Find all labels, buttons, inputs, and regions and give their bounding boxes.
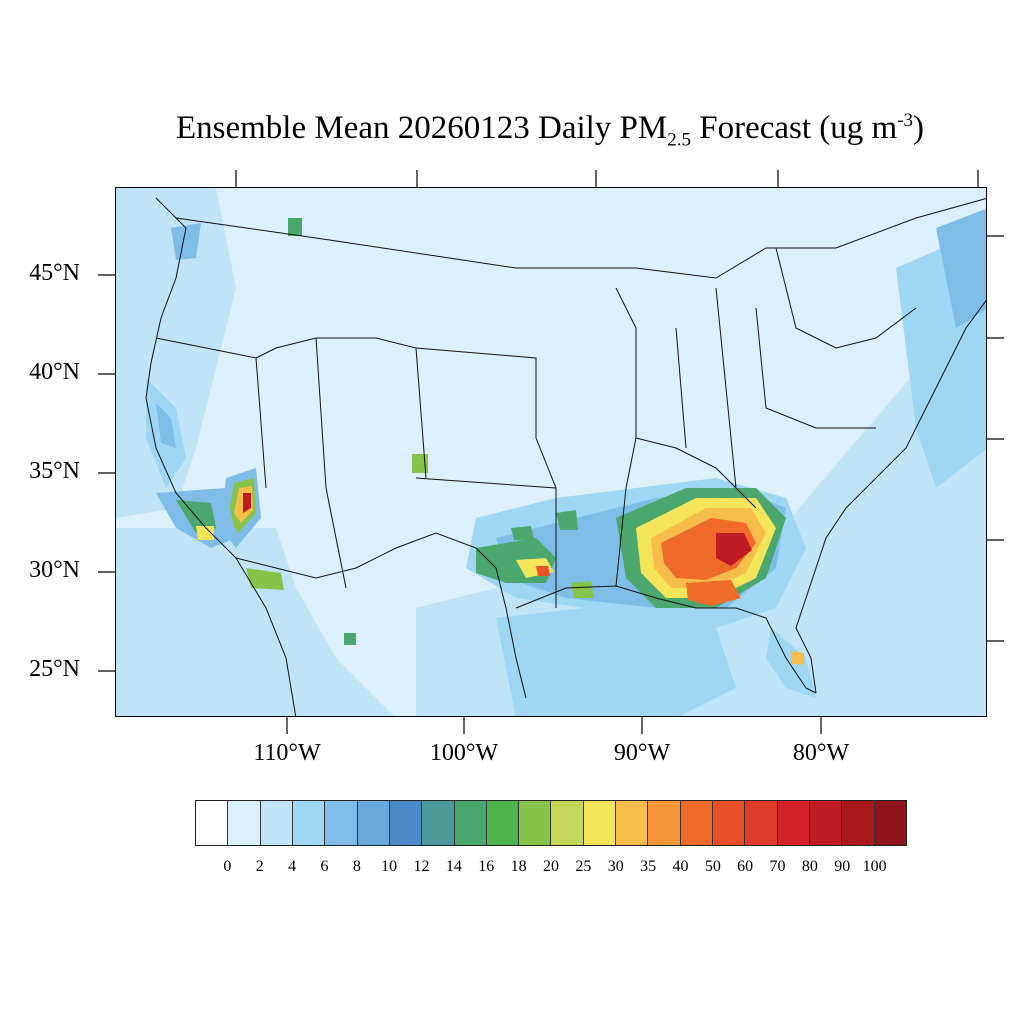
coastlines-and-borders bbox=[145, 197, 986, 716]
gulf-region bbox=[496, 608, 736, 716]
colorbar-cell bbox=[648, 801, 681, 845]
map-title: Ensemble Mean 20260123 Daily PM2.5 Forec… bbox=[175, 110, 925, 151]
colorbar-label: 10 bbox=[381, 858, 398, 875]
colorbar-label: 14 bbox=[445, 858, 462, 875]
colorbar-cell bbox=[745, 801, 778, 845]
lat-label-35: 35°N bbox=[29, 458, 80, 484]
socal-yellow bbox=[196, 526, 214, 540]
colorbar-cell bbox=[551, 801, 584, 845]
colorbar-label: 80 bbox=[801, 858, 818, 875]
panhandle-hotspot bbox=[686, 580, 741, 606]
washington-band bbox=[171, 223, 201, 260]
colorbar-label: 0 bbox=[223, 858, 232, 875]
colorbar-cell bbox=[422, 801, 455, 845]
colorbar-cell bbox=[357, 801, 390, 845]
pacific-ocean-region bbox=[116, 528, 394, 716]
colorbar-cell bbox=[616, 801, 649, 845]
colorbar-label: 4 bbox=[288, 858, 297, 875]
colorbar bbox=[195, 800, 907, 846]
colorbar-label: 8 bbox=[352, 858, 361, 875]
colorbar-label: 90 bbox=[834, 858, 851, 875]
lon-label-110w: 110°W bbox=[253, 740, 321, 766]
georgia-hotspot bbox=[716, 533, 752, 566]
colorbar-cell bbox=[777, 801, 810, 845]
colorbar-label: 20 bbox=[543, 858, 559, 875]
pm25-map bbox=[115, 187, 987, 717]
mexico-spot bbox=[344, 633, 356, 645]
colorbar-label: 25 bbox=[575, 858, 592, 875]
phoenix-hotspot bbox=[243, 493, 251, 513]
colorbar-label: 35 bbox=[640, 858, 657, 875]
colorbar-cell bbox=[325, 801, 358, 845]
lon-label-80w: 80°W bbox=[792, 740, 850, 766]
colorbar-label: 16 bbox=[478, 858, 495, 875]
colorbar-label: 6 bbox=[320, 858, 329, 875]
colorbar-label: 100 bbox=[862, 858, 887, 875]
colorbar-cell bbox=[196, 801, 229, 845]
arkansas-spot bbox=[556, 510, 578, 530]
colorado-spot bbox=[412, 454, 428, 473]
central-valley-core bbox=[156, 403, 176, 448]
colorbar-label: 18 bbox=[510, 858, 527, 875]
colorbar-cell bbox=[292, 801, 326, 845]
north-atlantic bbox=[936, 208, 986, 328]
colorbar-label: 50 bbox=[704, 858, 721, 875]
colorbar-label: 2 bbox=[255, 858, 264, 875]
lat-label-45: 45°N bbox=[29, 260, 80, 286]
baja-spot bbox=[246, 568, 284, 590]
colorbar-cell bbox=[454, 801, 487, 845]
louisiana-spot bbox=[571, 581, 594, 598]
colorbar-cell bbox=[228, 801, 261, 845]
colorbar-cell bbox=[842, 801, 875, 845]
colorbar-cell bbox=[389, 801, 423, 845]
montana-spot bbox=[288, 218, 302, 236]
lat-label-40: 40°N bbox=[29, 359, 80, 385]
east-texas-red bbox=[536, 566, 550, 576]
colorbar-cell bbox=[260, 801, 293, 845]
colorbar-label: 30 bbox=[607, 858, 624, 875]
colorbar-cell bbox=[713, 801, 746, 845]
colorbar-label: 70 bbox=[769, 858, 786, 875]
colorbar-cell bbox=[486, 801, 520, 845]
colorbar-label: 12 bbox=[413, 858, 430, 875]
lon-label-90w: 90°W bbox=[613, 740, 671, 766]
colorbar-cell bbox=[809, 801, 843, 845]
map-canvas bbox=[116, 188, 986, 716]
colorbar-cell bbox=[519, 801, 552, 845]
lon-label-100w: 100°W bbox=[429, 740, 499, 766]
colorbar-cell bbox=[583, 801, 617, 845]
florida-hotspot bbox=[791, 651, 804, 665]
lat-label-30: 30°N bbox=[29, 557, 80, 583]
colorbar-cell bbox=[874, 801, 906, 845]
colorbar-label: 40 bbox=[672, 858, 689, 875]
lat-label-25: 25°N bbox=[29, 656, 80, 682]
oklahoma-spot bbox=[511, 526, 534, 540]
colorbar-cell bbox=[680, 801, 713, 845]
colorbar-label: 60 bbox=[737, 858, 754, 875]
